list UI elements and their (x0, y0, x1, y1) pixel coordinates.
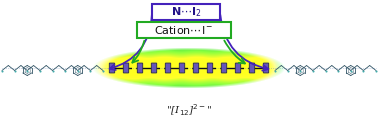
FancyBboxPatch shape (123, 63, 129, 73)
FancyBboxPatch shape (151, 63, 156, 73)
FancyBboxPatch shape (137, 63, 143, 73)
FancyBboxPatch shape (235, 63, 241, 73)
FancyBboxPatch shape (179, 63, 184, 73)
FancyBboxPatch shape (109, 63, 115, 73)
Text: "[I$_{12}$]$^{2-}$": "[I$_{12}$]$^{2-}$" (166, 103, 212, 118)
FancyBboxPatch shape (137, 22, 231, 38)
FancyBboxPatch shape (208, 63, 213, 73)
FancyBboxPatch shape (152, 4, 220, 20)
FancyBboxPatch shape (194, 63, 199, 73)
Text: Cation$\cdots$I$^-$: Cation$\cdots$I$^-$ (154, 24, 214, 36)
FancyBboxPatch shape (222, 63, 227, 73)
FancyBboxPatch shape (263, 63, 269, 73)
FancyBboxPatch shape (165, 63, 170, 73)
Text: N$\cdots$I$_2$: N$\cdots$I$_2$ (170, 5, 201, 19)
FancyBboxPatch shape (249, 63, 255, 73)
